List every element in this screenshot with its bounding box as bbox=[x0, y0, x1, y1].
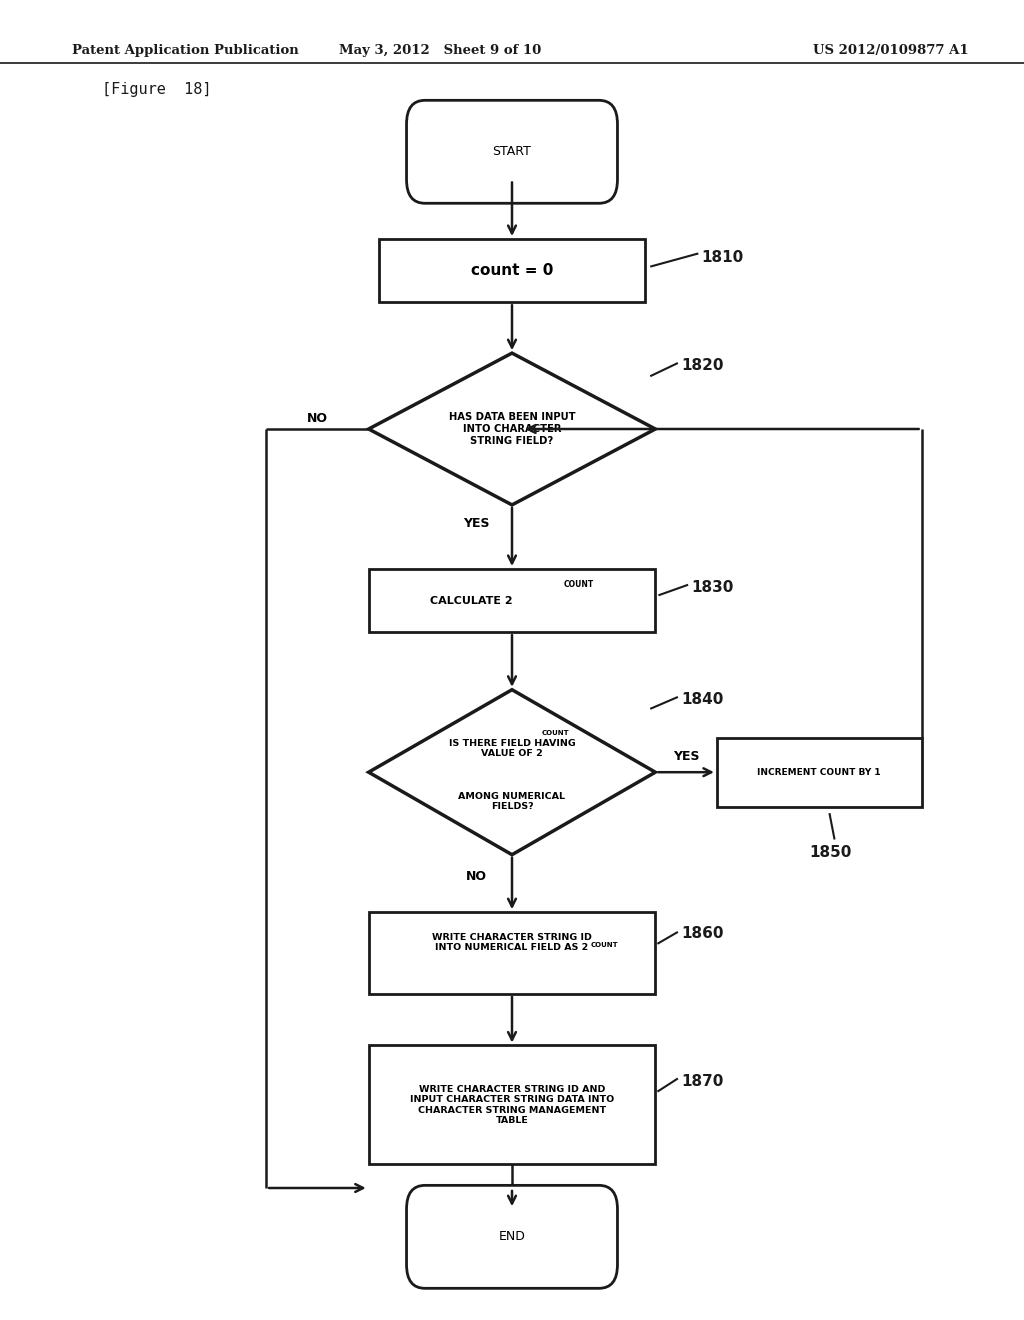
Text: NO: NO bbox=[466, 870, 486, 883]
Text: 1860: 1860 bbox=[681, 925, 724, 941]
Text: 1850: 1850 bbox=[809, 845, 851, 861]
Text: Patent Application Publication: Patent Application Publication bbox=[72, 44, 298, 57]
Text: WRITE CHARACTER STRING ID AND
INPUT CHARACTER STRING DATA INTO
CHARACTER STRING : WRITE CHARACTER STRING ID AND INPUT CHAR… bbox=[410, 1085, 614, 1125]
Text: IS THERE FIELD HAVING
VALUE OF 2: IS THERE FIELD HAVING VALUE OF 2 bbox=[449, 739, 575, 758]
Text: YES: YES bbox=[463, 517, 489, 531]
Text: AMONG NUMERICAL
FIELDS?: AMONG NUMERICAL FIELDS? bbox=[459, 792, 565, 810]
Text: HAS DATA BEEN INPUT
INTO CHARACTER
STRING FIELD?: HAS DATA BEEN INPUT INTO CHARACTER STRIN… bbox=[449, 412, 575, 446]
Bar bbox=[369, 1045, 655, 1164]
Text: US 2012/0109877 A1: US 2012/0109877 A1 bbox=[813, 44, 969, 57]
Text: NO: NO bbox=[307, 412, 328, 425]
Bar bbox=[379, 239, 645, 302]
Text: END: END bbox=[499, 1230, 525, 1243]
Text: CALCULATE 2: CALCULATE 2 bbox=[430, 595, 512, 606]
Text: COUNT: COUNT bbox=[563, 581, 594, 589]
FancyBboxPatch shape bbox=[407, 1185, 617, 1288]
Text: 1820: 1820 bbox=[681, 358, 724, 374]
Bar bbox=[717, 738, 922, 807]
Polygon shape bbox=[369, 689, 655, 855]
Text: COUNT: COUNT bbox=[591, 942, 617, 948]
FancyBboxPatch shape bbox=[407, 100, 617, 203]
Text: INCREMENT COUNT BY 1: INCREMENT COUNT BY 1 bbox=[758, 768, 881, 776]
Text: START: START bbox=[493, 145, 531, 158]
Text: COUNT: COUNT bbox=[542, 730, 568, 735]
Text: May 3, 2012   Sheet 9 of 10: May 3, 2012 Sheet 9 of 10 bbox=[339, 44, 542, 57]
Text: YES: YES bbox=[673, 750, 699, 763]
Polygon shape bbox=[369, 352, 655, 504]
Bar bbox=[369, 912, 655, 994]
Text: 1870: 1870 bbox=[681, 1073, 723, 1089]
Text: 1840: 1840 bbox=[681, 692, 723, 708]
Text: WRITE CHARACTER STRING ID
INTO NUMERICAL FIELD AS 2: WRITE CHARACTER STRING ID INTO NUMERICAL… bbox=[432, 933, 592, 952]
Text: count = 0: count = 0 bbox=[471, 263, 553, 279]
Text: 1830: 1830 bbox=[691, 579, 733, 595]
Bar bbox=[369, 569, 655, 632]
Text: 1810: 1810 bbox=[701, 249, 743, 265]
Text: [Figure  18]: [Figure 18] bbox=[102, 82, 212, 98]
